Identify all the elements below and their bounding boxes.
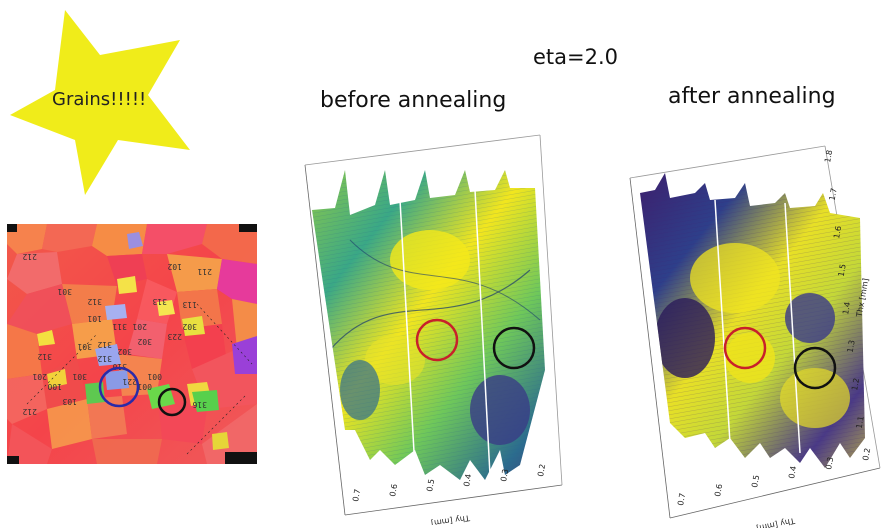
after-red-circle [723,326,767,370]
grain-label: 312 [97,354,112,363]
before-x-tick: 0.6 [388,483,399,497]
after-x-axis-label: Thy [mm] [755,516,796,528]
grain-label: 301 [57,287,72,296]
before-x-tick: 0.4 [462,473,473,487]
grain-label: 113 [182,300,197,309]
after-x-tick: 0.3 [824,456,835,470]
grain-label: 212 [22,407,37,416]
after-y-tick: 1.6 [832,225,843,239]
ebsd-blue-circle [98,366,140,408]
after-x-tick: 0.6 [713,483,724,497]
after-y-tick: 1.4 [841,301,852,315]
grain-label: 100 [47,382,62,391]
after-annealing-panel: 0.7 0.6 0.5 0.4 0.3 0.2 1.8 1.7 1.6 1.5 1.4 1.3 1.2… [629,145,881,528]
grain-label: 312 [97,340,112,349]
after-x-tick: 0.5 [750,474,761,488]
after-x-tick: 0.2 [861,447,872,461]
eta-label: eta=2.0 [533,45,619,69]
before-x-tick: 0.7 [351,488,362,502]
grain-label: 221 [122,377,137,386]
star-label: Grains!!!!! [52,89,147,110]
grain-label: 310 [112,362,127,371]
grain-label: 201 [132,322,147,331]
grain-label: 001 [147,372,162,381]
grain-label: 302 [182,322,197,331]
grain-label: 211 [197,267,212,276]
after-y-tick: 1.7 [828,187,839,201]
grain-label: 313 [152,297,167,306]
after-black-circle [793,346,837,390]
grain-label: 316 [192,400,207,409]
grain-label: 311 [112,322,127,331]
grain-label: 312 [87,297,102,306]
grain-label: 103 [62,397,77,406]
grain-label: 301 [72,372,87,381]
grain-label: 302 [137,337,152,346]
after-x-tick: 0.4 [787,465,798,479]
after-y-tick: 1.2 [850,377,861,391]
grain-label: 301 [77,342,92,351]
before-annealing-panel: 0.7 0.6 0.5 0.4 0.3 0.2 Thy [mm] [304,134,563,525]
before-x-tick: 0.2 [536,463,547,477]
grain-label: 201 [32,372,47,381]
grain-label: 001 [137,382,152,391]
grain-label: 212 [22,252,37,261]
grain-label: 302 [117,347,132,356]
after-y-tick: 1.1 [855,415,866,429]
before-x-axis-label: Thy [mm] [430,513,471,525]
after-x-tick: 0.7 [676,492,687,506]
before-red-circle [415,318,459,362]
before-x-tick: 0.5 [425,478,436,492]
ebsd-black-circle [157,387,187,417]
before-x-tick: 0.3 [499,468,510,482]
grain-label: 223 [167,332,182,341]
before-annealing-title: before annealing [320,88,507,113]
star-shape [10,10,190,195]
after-y-tick: 1.5 [837,263,848,277]
before-black-circle [492,326,536,370]
grain-label: 101 [87,314,102,323]
grain-label: 312 [37,352,52,361]
after-annealing-title: after annealing [668,84,836,109]
after-y-tick: 1.3 [846,339,857,353]
grain-label: 102 [167,262,182,271]
after-y-tick: 1.8 [823,149,834,163]
